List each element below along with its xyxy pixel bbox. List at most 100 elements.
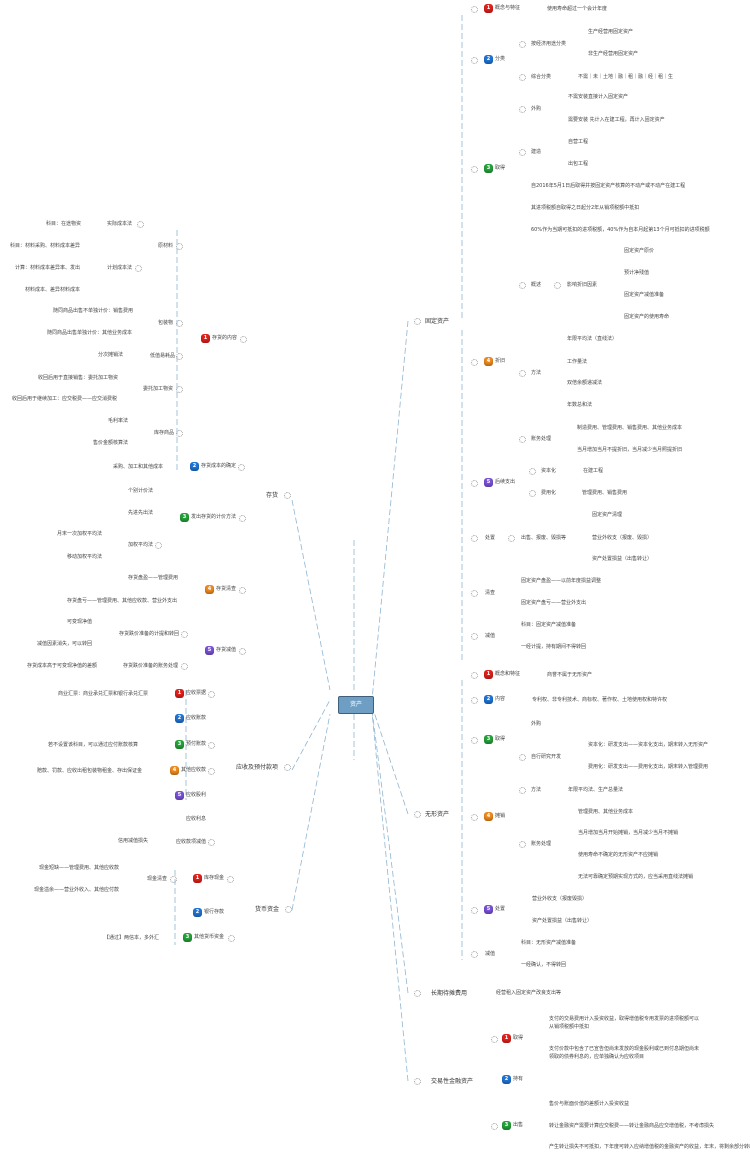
collapse-toggle-icon[interactable] <box>491 1036 498 1043</box>
node-ia-c5-items-0[interactable]: 营业外收支（报废毁损） <box>532 895 588 902</box>
node-fa-c4-method-items-2[interactable]: 双倍余额递减法 <box>567 379 603 386</box>
collapse-toggle-icon[interactable] <box>471 359 478 366</box>
collapse-toggle-icon[interactable] <box>519 41 526 48</box>
node-fa-c1-t[interactable]: 使用寿命超过一个会计年度 <box>547 5 608 12</box>
node-ltpe-label[interactable]: 长期待摊费用 <box>431 989 468 997</box>
node-ia-c4-method[interactable]: 方法 <box>531 786 542 793</box>
node-recv-impair-t[interactable]: 信用减值损失 <box>118 837 149 844</box>
node-inv-c1-pack-items-1[interactable]: 随同商品出售单独计价：其他业务成本 <box>47 329 133 336</box>
node-tfa-c1-items-0[interactable]: 支付的交易费用计入投资收益，取得增值税专用发票的进项税额可以 <box>549 1015 700 1022</box>
collapse-toggle-icon[interactable] <box>471 814 478 821</box>
node-cash-c1-check[interactable]: 现金清查 <box>147 875 168 882</box>
node-ia-impair-items-0[interactable]: 科目：无形资产减值准备 <box>521 939 577 946</box>
collapse-toggle-icon[interactable] <box>519 282 526 289</box>
collapse-toggle-icon[interactable] <box>155 542 162 549</box>
node-ia-c4-method-t[interactable]: 年限平均法、生产总量法 <box>568 786 624 793</box>
node-cash-c1-items-1[interactable]: 现金溢余——营业外收入、其他应付款 <box>34 886 120 893</box>
collapse-toggle-icon[interactable] <box>135 265 142 272</box>
collapse-toggle-icon[interactable] <box>176 386 183 393</box>
collapse-toggle-icon[interactable] <box>519 436 526 443</box>
node-recv-c3-t[interactable]: 若不设置该科目，可以通过应付账款核算 <box>48 741 139 748</box>
node-inv-c1-lv-t[interactable]: 分次摊销法 <box>98 351 124 358</box>
node-inv-c3-label[interactable]: 发出存货的计价方法 <box>191 513 237 520</box>
node-inv-c1-goods-items-0[interactable]: 毛利率法 <box>108 417 129 424</box>
collapse-toggle-icon[interactable] <box>471 535 478 542</box>
collapse-toggle-icon[interactable] <box>284 764 291 771</box>
node-fa-c5-label[interactable]: 后续支出 <box>495 478 516 485</box>
node-fa-c3-vat-2[interactable]: 60%作为当期可抵扣的进项税额，40%作为自本月起第13个月可抵扣的进项税额 <box>531 226 710 233</box>
node-recv-c1-label[interactable]: 应收票据 <box>186 689 207 696</box>
node-cash-c2-label[interactable]: 银行存款 <box>204 908 225 915</box>
node-ia-c5-label[interactable]: 处置 <box>495 905 506 912</box>
collapse-toggle-icon[interactable] <box>519 370 526 377</box>
collapse-toggle-icon[interactable] <box>414 811 421 818</box>
node-inv-c1-raw[interactable]: 原材料 <box>158 242 174 249</box>
collapse-toggle-icon[interactable] <box>471 57 478 64</box>
node-ia-c4-acct-items-0[interactable]: 管理费用、其他业务成本 <box>578 808 634 815</box>
collapse-toggle-icon[interactable] <box>519 74 526 81</box>
node-fa-c4-method-items-0[interactable]: 年限平均法（直线法） <box>567 335 618 342</box>
collapse-toggle-icon[interactable] <box>176 353 183 360</box>
collapse-toggle-icon[interactable] <box>239 648 246 655</box>
node-fa-c5-exp-t[interactable]: 管理费用、销售费用 <box>582 489 628 496</box>
node-tfa-c3-items-1[interactable]: 转让金融资产需要计算应交税费——转让金融商品应交增值税，不考虑损失 <box>549 1122 715 1129</box>
node-fa-count-items-0[interactable]: 固定资产盘盈——以前年度损益调整 <box>521 577 602 584</box>
node-ia-c4-acct-items-3[interactable]: 无法可靠确定预期实现方式的，应当采用直线法摊销 <box>578 873 694 880</box>
collapse-toggle-icon[interactable] <box>519 149 526 156</box>
node-inv-c3-wa-items-0[interactable]: 月末一次加权平均法 <box>57 530 103 537</box>
collapse-toggle-icon[interactable] <box>519 754 526 761</box>
collapse-toggle-icon[interactable] <box>529 490 536 497</box>
root-node[interactable]: 资产 <box>338 696 374 714</box>
node-inv-c1-plan-items-1[interactable]: 计算：材料成本差异率、发出 <box>15 264 81 271</box>
node-inv-c1-pack[interactable]: 包装物 <box>158 319 174 326</box>
node-inv-c1-actual-t[interactable]: 科目：在途物资 <box>46 220 82 227</box>
node-inv-c1-pack-items-0[interactable]: 随同商品出售不单独计价：销售费用 <box>53 307 134 314</box>
node-inv-c1-consign[interactable]: 委托加工物资 <box>143 385 174 392</box>
node-recv-c4-t[interactable]: 赔款、罚款、应收出租包装物租金、存出保证金 <box>37 767 143 774</box>
node-fa-c2-econ-items-1[interactable]: 非生产经营用固定资产 <box>588 50 639 57</box>
collapse-toggle-icon[interactable] <box>471 633 478 640</box>
collapse-toggle-icon[interactable] <box>471 480 478 487</box>
node-fa-c4-method-items-1[interactable]: 工作量法 <box>567 358 588 365</box>
node-fa-c3-label[interactable]: 取得 <box>495 164 506 171</box>
node-fa-disposal-items-0[interactable]: 固定资产清理 <box>592 511 623 518</box>
collapse-toggle-icon[interactable] <box>519 106 526 113</box>
node-ia-c3-buy[interactable]: 外购 <box>531 720 542 727</box>
collapse-toggle-icon[interactable] <box>471 590 478 597</box>
node-inv-c1-goods-items-1[interactable]: 售价金额核算法 <box>93 439 129 446</box>
collapse-toggle-icon[interactable] <box>238 464 245 471</box>
node-fa-count-items-1[interactable]: 固定资产盘亏——营业外支出 <box>521 599 587 606</box>
collapse-toggle-icon[interactable] <box>471 6 478 13</box>
node-fa-c5-cap-t[interactable]: 在建工程 <box>583 467 604 474</box>
node-cash-c3-t[interactable]: 【通过】两信本，多外汇 <box>104 934 160 941</box>
collapse-toggle-icon[interactable] <box>228 935 235 942</box>
node-inv-c1-plan-items-2[interactable]: 材料成本、差异材料成本 <box>25 286 81 293</box>
node-recv-label[interactable]: 应收及预付款项 <box>236 763 279 771</box>
collapse-toggle-icon[interactable] <box>208 742 215 749</box>
collapse-toggle-icon[interactable] <box>284 492 291 499</box>
collapse-toggle-icon[interactable] <box>176 320 183 327</box>
node-ia-c3-rd[interactable]: 自行研究开发 <box>531 753 562 760</box>
node-fa-c3-build-items-0[interactable]: 自营工程 <box>568 138 589 145</box>
node-tfa-c1-label[interactable]: 取得 <box>513 1034 524 1041</box>
node-fa-c1-label[interactable]: 概念与特征 <box>495 4 521 11</box>
node-fa-c4-overview[interactable]: 概述 <box>531 281 542 288</box>
node-tfa-c1-items-2[interactable]: 支付价款中包含了已宣告但尚未发放的现金股利或已到付息期但尚未 <box>549 1045 700 1052</box>
node-fa-c3-buy-items-1[interactable]: 需要安装 先计入在建工程，再计入固定资产 <box>568 116 665 123</box>
node-fa-c3-build[interactable]: 建造 <box>531 148 542 155</box>
node-recv-interest[interactable]: 应收利息 <box>186 815 207 822</box>
node-fa-c3-build-items-1[interactable]: 出包工程 <box>568 160 589 167</box>
collapse-toggle-icon[interactable] <box>208 691 215 698</box>
node-recv-impair-label[interactable]: 应收款项减值 <box>176 838 207 845</box>
node-inv-c1-consign-items-0[interactable]: 收回后用于直接销售：委托加工物资 <box>38 374 119 381</box>
node-cash-c3-label[interactable]: 其他货币资金 <box>194 933 225 940</box>
collapse-toggle-icon[interactable] <box>414 990 421 997</box>
collapse-toggle-icon[interactable] <box>471 951 478 958</box>
node-fa-c4-factor-items-0[interactable]: 固定资产原价 <box>624 247 655 254</box>
node-fa-c2-econ-items-0[interactable]: 生产经营用固定资产 <box>588 28 634 35</box>
node-inv-c1-consign-items-1[interactable]: 收回后用于继续加工：应交税费——应交消费税 <box>12 395 118 402</box>
node-inv-c1-goods[interactable]: 库存商品 <box>154 429 175 436</box>
collapse-toggle-icon[interactable] <box>170 876 177 883</box>
node-tfa-c2-label[interactable]: 持有 <box>513 1075 524 1082</box>
node-fa-c2-econ[interactable]: 按经济用途分类 <box>531 40 567 47</box>
